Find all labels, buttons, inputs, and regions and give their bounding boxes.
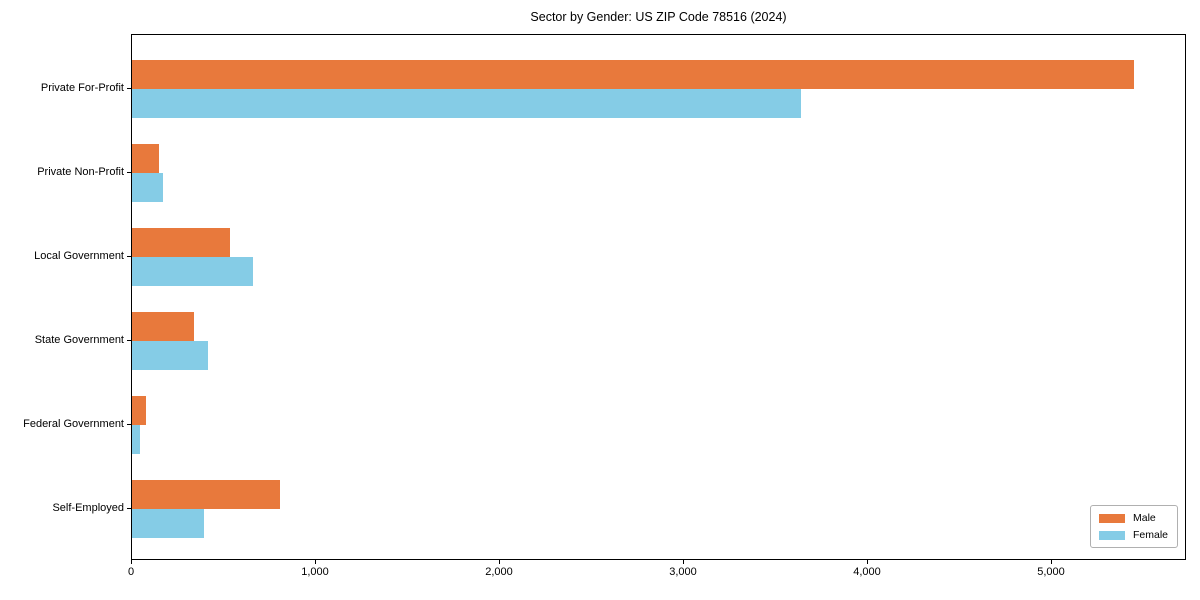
y-axis-label-federal-government: Federal Government (23, 418, 124, 430)
legend-swatch-male (1099, 513, 1125, 523)
plot-area (131, 34, 1186, 560)
legend: Male Female (1090, 505, 1178, 548)
bar-male-state-government (132, 312, 194, 341)
x-tick-3-000 (683, 560, 684, 564)
bar-male-local-government (132, 228, 230, 257)
y-tick-private-for-profit (127, 88, 131, 89)
bar-female-private-for-profit (132, 89, 801, 118)
bar-male-self-employed (132, 480, 280, 509)
bar-male-federal-government (132, 396, 146, 425)
x-tick-0 (131, 560, 132, 564)
chart-title: Sector by Gender: US ZIP Code 78516 (202… (530, 10, 787, 24)
legend-entry-female: Female (1099, 529, 1169, 541)
legend-swatch-female (1099, 530, 1125, 540)
y-tick-state-government (127, 340, 131, 341)
bar-female-state-government (132, 341, 208, 370)
y-axis-label-private-non-profit: Private Non-Profit (37, 166, 124, 178)
bar-female-private-non-profit (132, 173, 163, 202)
x-tick-2-000 (499, 560, 500, 564)
x-axis-label-1-000: 1,000 (301, 566, 329, 578)
y-axis-label-private-for-profit: Private For-Profit (40, 82, 124, 94)
x-axis-label-5-000: 5,000 (1037, 566, 1065, 578)
y-tick-federal-government (127, 424, 131, 425)
y-axis-label-local-government: Local Government (34, 250, 124, 262)
legend-entry-male: Male (1099, 512, 1169, 524)
x-tick-4-000 (867, 560, 868, 564)
bar-male-private-for-profit (132, 60, 1134, 89)
x-tick-5-000 (1051, 560, 1052, 564)
y-axis-label-self-employed: Self-Employed (52, 502, 124, 514)
legend-label-male: Male (1133, 512, 1156, 524)
y-axis-label-state-government: State Government (34, 334, 124, 346)
y-tick-private-non-profit (127, 172, 131, 173)
y-tick-self-employed (127, 508, 131, 509)
legend-label-female: Female (1133, 529, 1169, 541)
x-axis-label-4-000: 4,000 (853, 566, 881, 578)
bar-female-local-government (132, 257, 253, 286)
bar-female-self-employed (132, 509, 204, 538)
x-tick-1-000 (315, 560, 316, 564)
y-tick-local-government (127, 256, 131, 257)
x-axis-label-2-000: 2,000 (485, 566, 513, 578)
x-axis-label-3-000: 3,000 (669, 566, 697, 578)
x-axis-label-0: 0 (127, 566, 135, 578)
bar-male-private-non-profit (132, 144, 159, 173)
bar-female-federal-government (132, 425, 140, 454)
